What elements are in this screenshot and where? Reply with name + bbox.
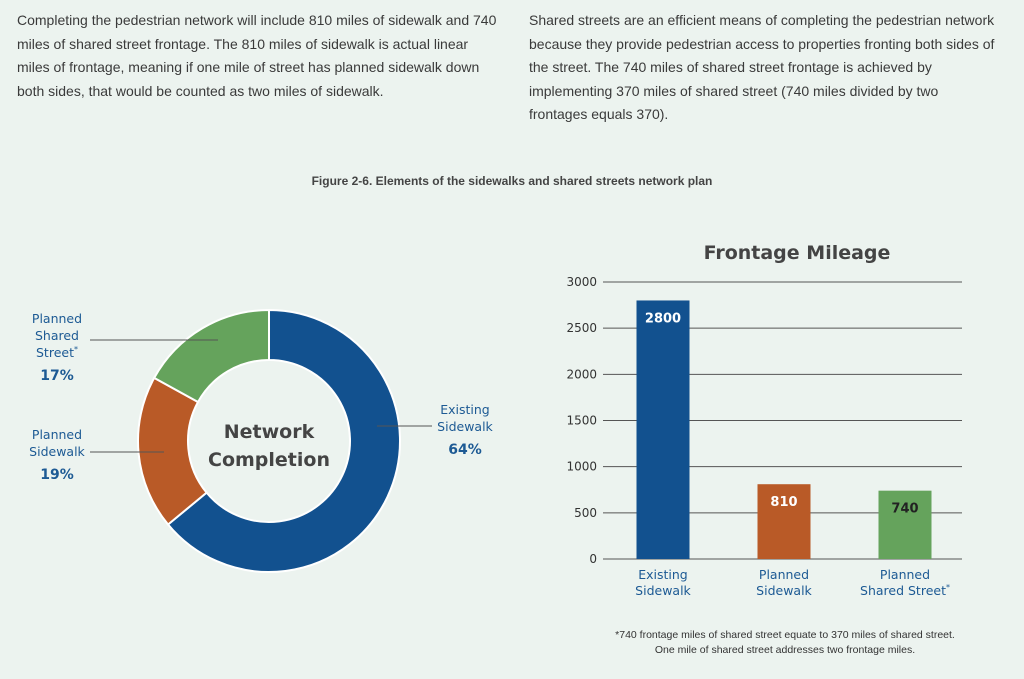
x-category-label: Sidewalk bbox=[635, 583, 691, 598]
donut-slice-label: Shared bbox=[35, 328, 79, 343]
donut-slice-value: 17% bbox=[40, 368, 74, 384]
y-tick-label: 1500 bbox=[566, 414, 597, 428]
y-tick-label: 0 bbox=[589, 552, 597, 566]
intro-paragraph-right: Shared streets are an efficient means of… bbox=[529, 12, 995, 122]
x-category-label: Planned bbox=[759, 567, 809, 582]
intro-paragraph-left: Completing the pedestrian network will i… bbox=[17, 12, 497, 99]
donut-slice-value: 64% bbox=[448, 442, 482, 458]
donut-slice-value: 19% bbox=[40, 467, 74, 483]
bar-value-label: 740 bbox=[891, 502, 918, 517]
x-category-label: Sidewalk bbox=[756, 583, 812, 598]
bar bbox=[878, 490, 932, 559]
y-tick-label: 1000 bbox=[566, 460, 597, 474]
donut-slice-label: Sidewalk bbox=[437, 419, 493, 434]
x-category-label: Shared Street* bbox=[860, 583, 950, 598]
donut-slice-label: Planned bbox=[32, 311, 82, 326]
donut-slice-label: Planned bbox=[32, 427, 82, 442]
bar bbox=[636, 300, 690, 559]
bar-value-label: 810 bbox=[770, 495, 797, 510]
donut-slice-label: Existing bbox=[440, 402, 490, 417]
y-tick-label: 2500 bbox=[566, 321, 597, 335]
bar-value-label: 2800 bbox=[645, 311, 681, 326]
donut-slice bbox=[152, 308, 270, 404]
y-tick-label: 3000 bbox=[566, 275, 597, 289]
x-category-label: Planned bbox=[880, 567, 930, 582]
donut-slice-label: Street* bbox=[36, 345, 78, 360]
y-tick-label: 2000 bbox=[566, 367, 597, 381]
donut-center-title: Network bbox=[224, 421, 315, 443]
donut-slice-label: Sidewalk bbox=[29, 444, 85, 459]
donut-center-title: Completion bbox=[208, 449, 330, 471]
figure-caption: Figure 2-6. Elements of the sidewalks an… bbox=[311, 174, 713, 188]
donut-slice bbox=[166, 308, 401, 573]
bar-chart-title: Frontage Mileage bbox=[704, 242, 891, 264]
bar bbox=[757, 484, 811, 559]
x-category-label: Existing bbox=[638, 567, 688, 582]
footnote: *740 frontage miles of shared street equ… bbox=[615, 629, 955, 656]
y-tick-label: 500 bbox=[574, 506, 597, 520]
